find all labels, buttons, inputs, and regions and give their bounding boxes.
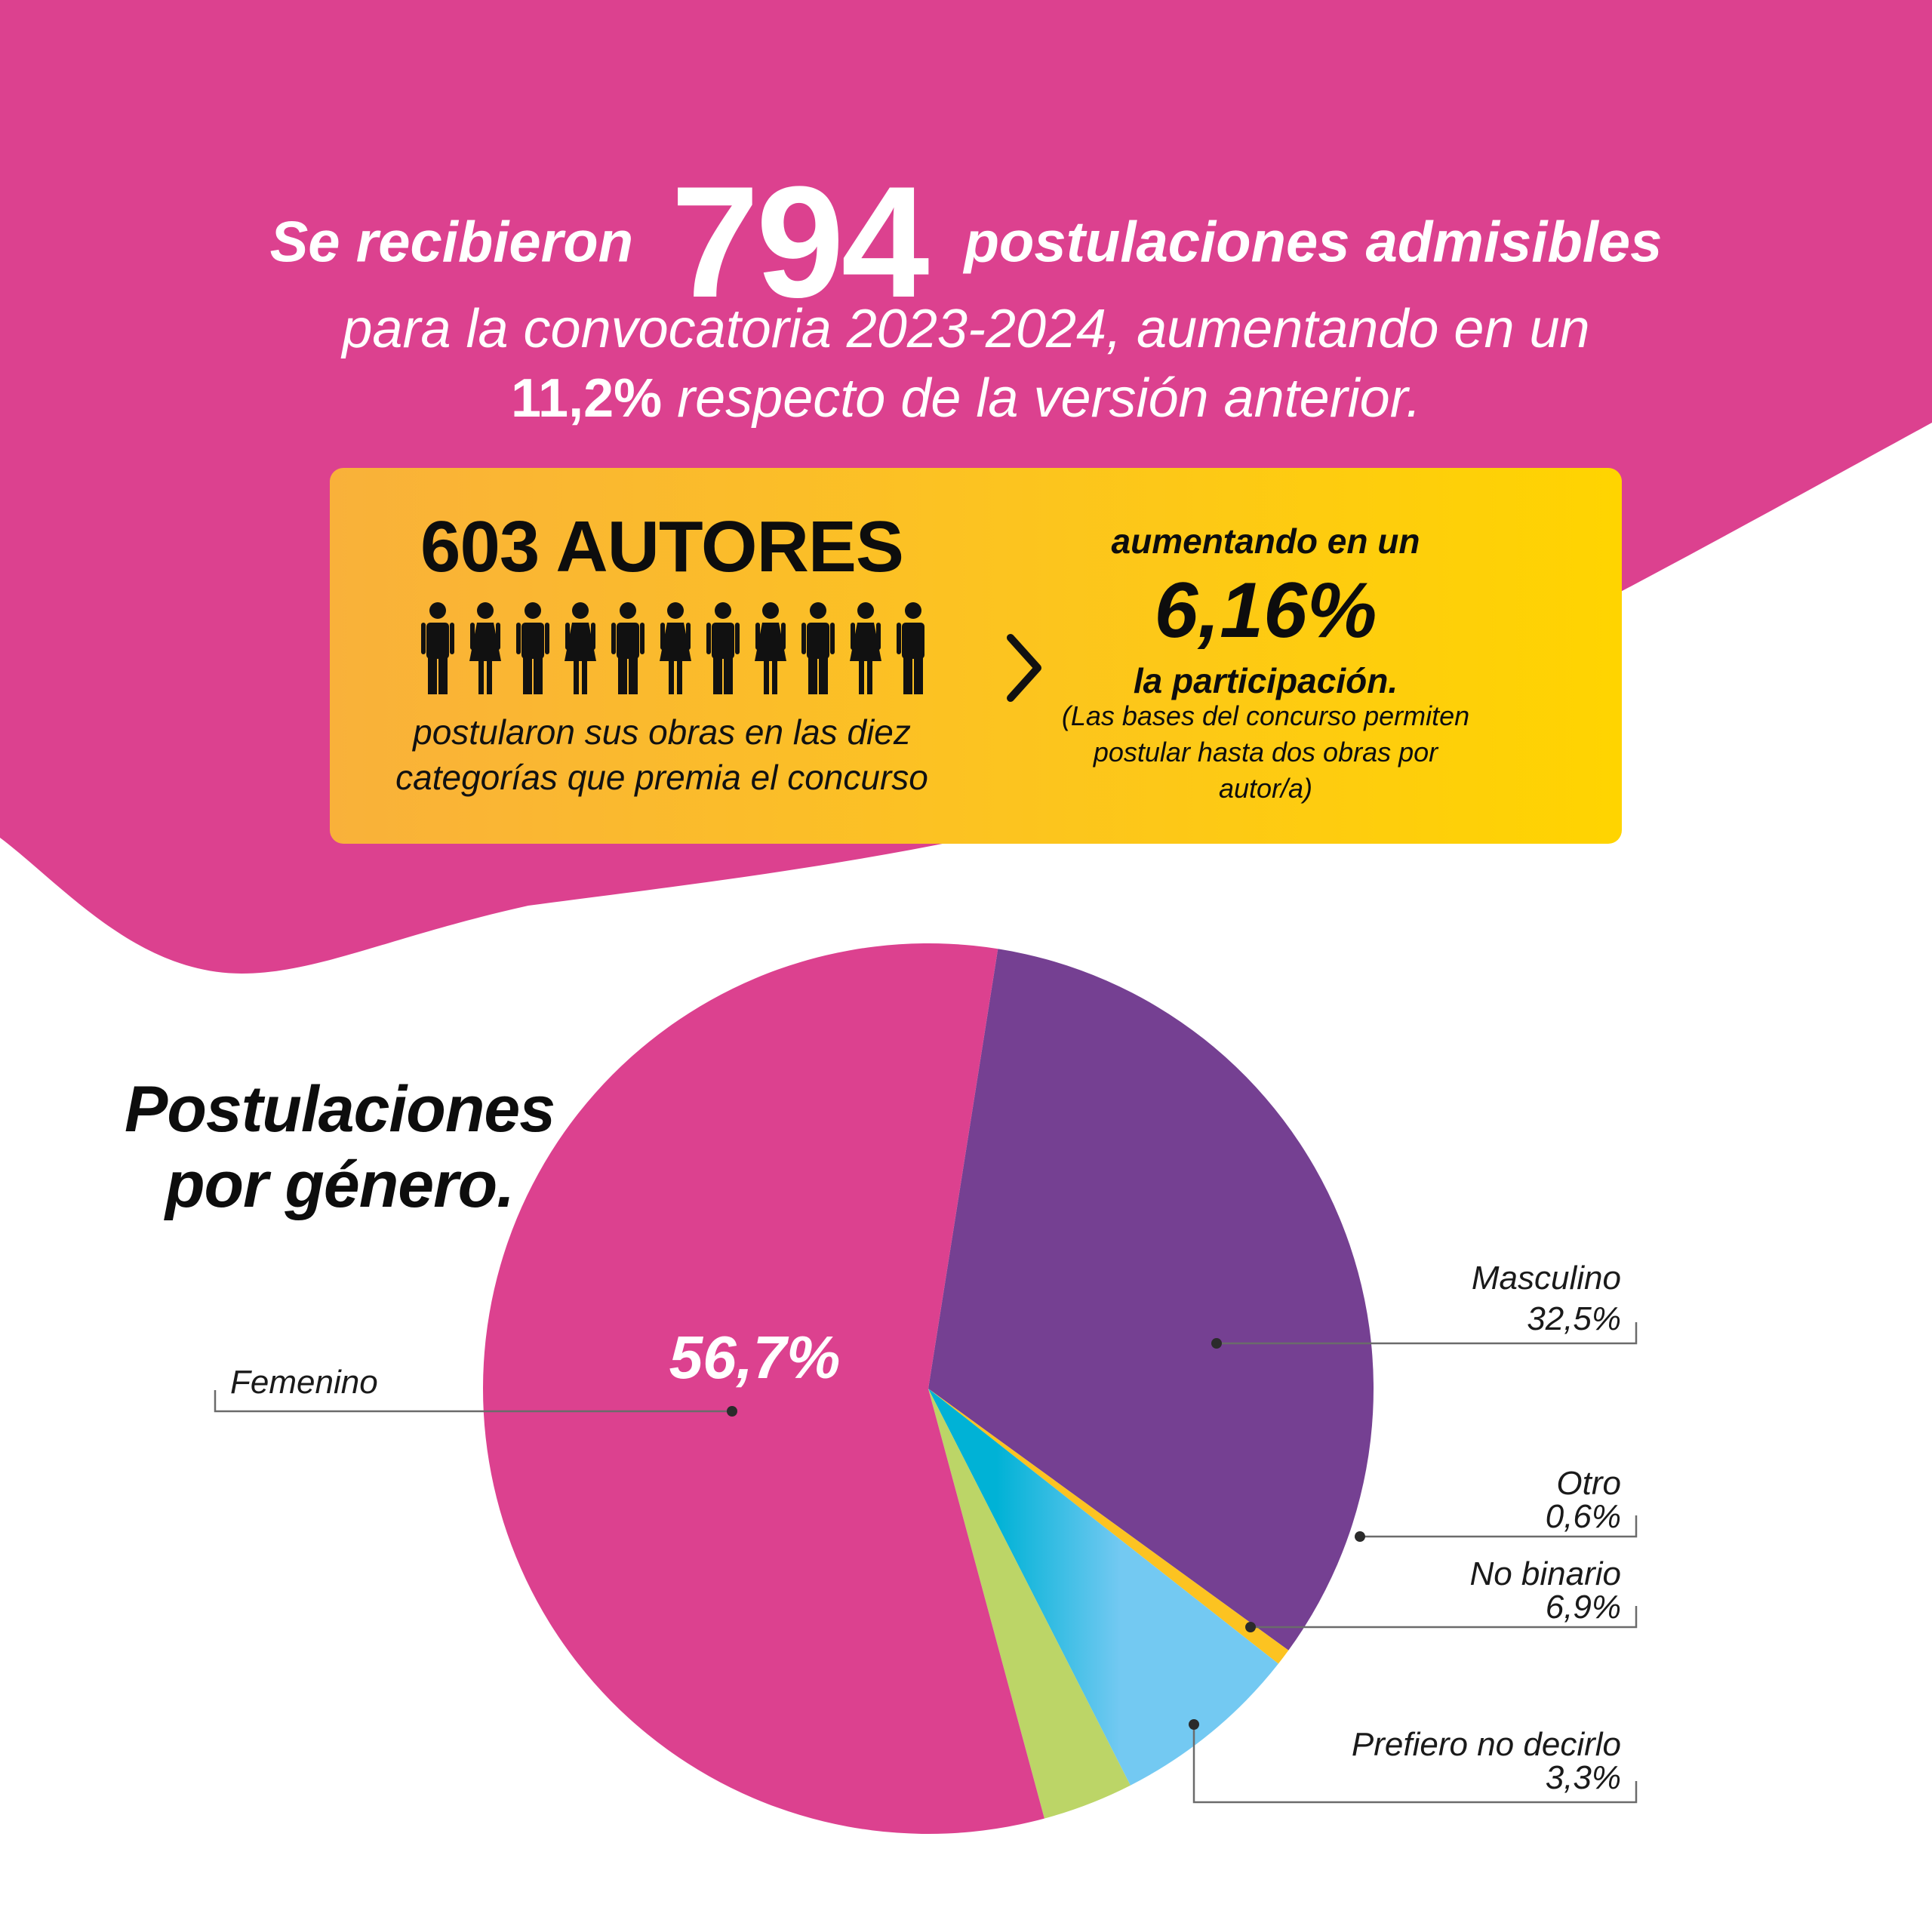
label-no-binario: No binario — [1469, 1555, 1621, 1592]
label-prefiero-no-decirlo: Prefiero no decirlo — [1352, 1726, 1621, 1763]
value-no-binario: 6,9% — [1546, 1589, 1621, 1626]
label-femenino: Femenino — [230, 1364, 378, 1401]
value-otro: 0,6% — [1546, 1498, 1621, 1535]
leader-dot-femenino — [727, 1406, 737, 1417]
leader-dot-otro — [1355, 1531, 1365, 1542]
value-prefiero-no-decirlo: 3,3% — [1546, 1759, 1621, 1796]
leader-dot-prefiero-no-decirlo — [1189, 1719, 1199, 1730]
leader-dot-no-binario — [1245, 1622, 1256, 1632]
label-otro: Otro — [1556, 1465, 1621, 1502]
value-femenino: 56,7% — [669, 1324, 841, 1391]
leader-dot-masculino — [1211, 1338, 1222, 1349]
label-masculino: Masculino — [1472, 1260, 1621, 1297]
value-masculino: 32,5% — [1527, 1300, 1621, 1337]
